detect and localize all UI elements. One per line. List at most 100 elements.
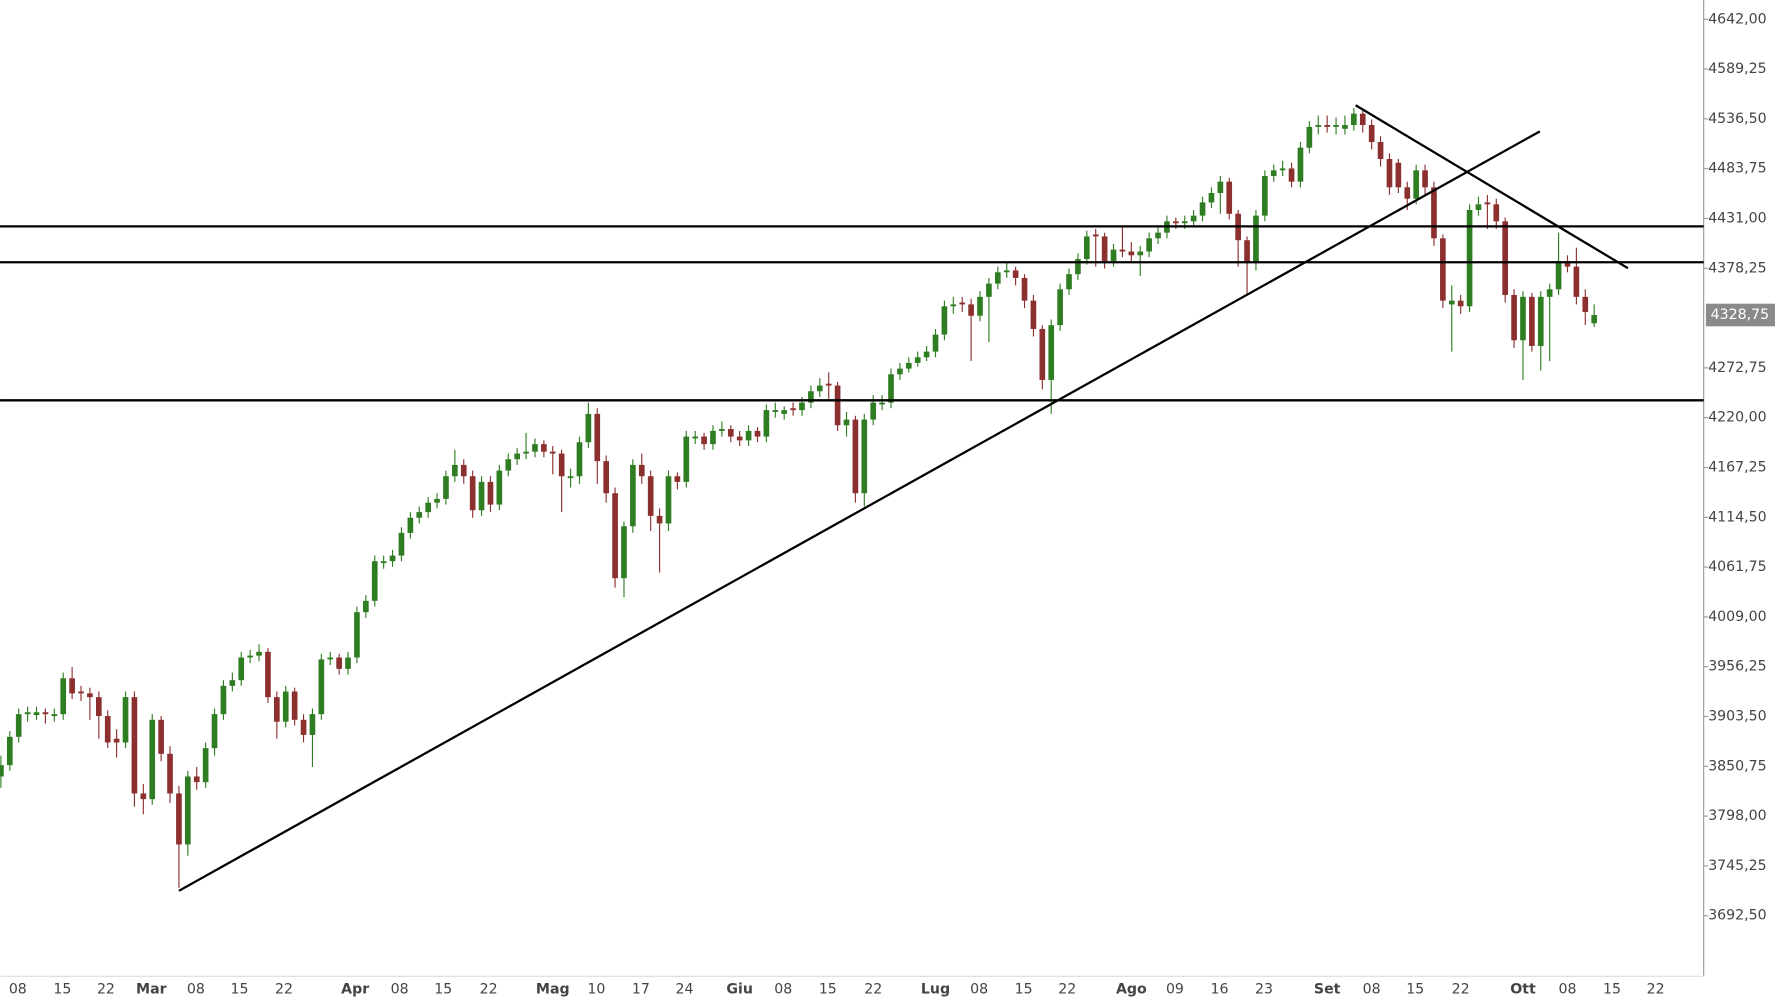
x-tick-label: 17 — [632, 981, 650, 997]
candle-body — [1119, 249, 1126, 252]
y-tick-label: 4536,50 — [1708, 111, 1766, 127]
candle-body — [683, 436, 690, 482]
candle-body — [140, 793, 147, 800]
candle-body — [1315, 125, 1322, 127]
x-tick-label: 08 — [391, 981, 409, 997]
candle-body — [692, 436, 699, 439]
candle-body — [78, 691, 84, 694]
candle-body — [567, 476, 574, 479]
candle-body — [380, 561, 387, 564]
candle-body — [1440, 238, 1446, 301]
y-tick-label: 4009,00 — [1708, 609, 1766, 625]
y-tick-label: 4167,25 — [1708, 459, 1766, 475]
candle-body — [42, 712, 49, 715]
x-tick-label: 15 — [1406, 981, 1424, 997]
candle-body — [612, 493, 618, 579]
candle-body — [879, 402, 885, 405]
y-tick-label: 4589,25 — [1708, 61, 1766, 77]
candle-body — [1324, 125, 1330, 127]
candle-body — [1475, 204, 1482, 210]
candle-body — [1431, 187, 1437, 239]
candle-body — [932, 334, 939, 352]
candle-body — [87, 693, 93, 698]
candle-body — [781, 410, 788, 414]
candle-body — [790, 408, 796, 411]
candle-body — [1288, 168, 1295, 182]
x-tick-label: 10 — [587, 981, 605, 997]
candle-body — [452, 464, 458, 477]
x-tick-label: 09 — [1166, 981, 1184, 997]
candle-body — [1297, 147, 1304, 182]
candle-body — [1190, 215, 1197, 222]
x-tick-label: 22 — [864, 981, 882, 997]
candle-body — [1012, 270, 1019, 278]
candle-body — [799, 402, 805, 411]
candle-body — [265, 651, 271, 698]
x-tick-label: 08 — [774, 981, 792, 997]
candle-body — [1075, 259, 1081, 275]
candle-body — [1466, 209, 1473, 307]
x-tick-label: 22 — [1058, 981, 1076, 997]
candle-body — [167, 753, 173, 794]
candle-body — [834, 385, 841, 426]
x-tick-label: Giu — [726, 981, 753, 997]
y-tick-label: 4061,75 — [1708, 559, 1766, 575]
candle-body — [870, 402, 877, 420]
candle-body — [1448, 300, 1455, 305]
x-tick-label: 22 — [1452, 981, 1470, 997]
candle-body — [318, 659, 325, 715]
last-price-box — [1705, 303, 1775, 327]
trend-line — [1355, 104, 1629, 270]
candle-body — [1368, 125, 1375, 142]
candle-body — [247, 655, 253, 658]
candle-body — [300, 719, 307, 735]
candle-body — [1413, 170, 1419, 199]
candle-body — [1048, 325, 1055, 380]
x-tick-label: 15 — [434, 981, 452, 997]
x-tick-label: 08 — [970, 981, 988, 997]
candle-body — [211, 714, 218, 749]
candle-body — [416, 512, 423, 518]
candle-body — [505, 459, 512, 471]
x-tick-label: Ott — [1510, 981, 1536, 997]
candle-body — [541, 444, 547, 452]
candle-body — [282, 691, 289, 722]
candle-body — [309, 714, 316, 735]
candle-body — [95, 697, 102, 717]
candle-body — [407, 517, 414, 533]
candle-body — [1537, 296, 1544, 346]
x-tick-label: Ago — [1116, 981, 1147, 997]
candle-body — [514, 453, 520, 460]
candle-body — [1262, 175, 1268, 216]
candle-body — [1555, 260, 1562, 290]
x-tick-label: 15 — [1603, 981, 1621, 997]
x-tick-label: 24 — [676, 981, 694, 997]
x-tick-label: 08 — [187, 981, 205, 997]
candle-body — [345, 657, 351, 669]
candle-body — [772, 410, 779, 413]
candle-body — [852, 419, 859, 494]
candle-body — [149, 719, 156, 800]
candle-body — [1226, 181, 1233, 214]
candle-body — [1270, 170, 1277, 176]
candle-body — [1253, 215, 1259, 263]
candle-body — [1244, 240, 1250, 263]
candle-body — [1003, 270, 1010, 273]
y-tick-label: 3692,50 — [1708, 908, 1766, 924]
candle-body — [1101, 236, 1108, 261]
candle-body — [888, 374, 894, 403]
candle-body — [443, 476, 449, 499]
candle-body — [549, 451, 556, 454]
candle-body — [1395, 162, 1402, 188]
candle-body — [994, 272, 1001, 284]
candle-body — [905, 362, 912, 369]
candle-body — [131, 697, 138, 794]
x-tick-label: 16 — [1210, 981, 1228, 997]
candle-body — [1529, 296, 1535, 346]
candle-body — [763, 410, 770, 437]
candle-body — [808, 391, 814, 403]
x-tick-label: Lug — [921, 981, 950, 997]
x-tick-label: Mar — [136, 981, 167, 997]
candle-body — [291, 691, 298, 720]
candle-body — [425, 502, 431, 513]
